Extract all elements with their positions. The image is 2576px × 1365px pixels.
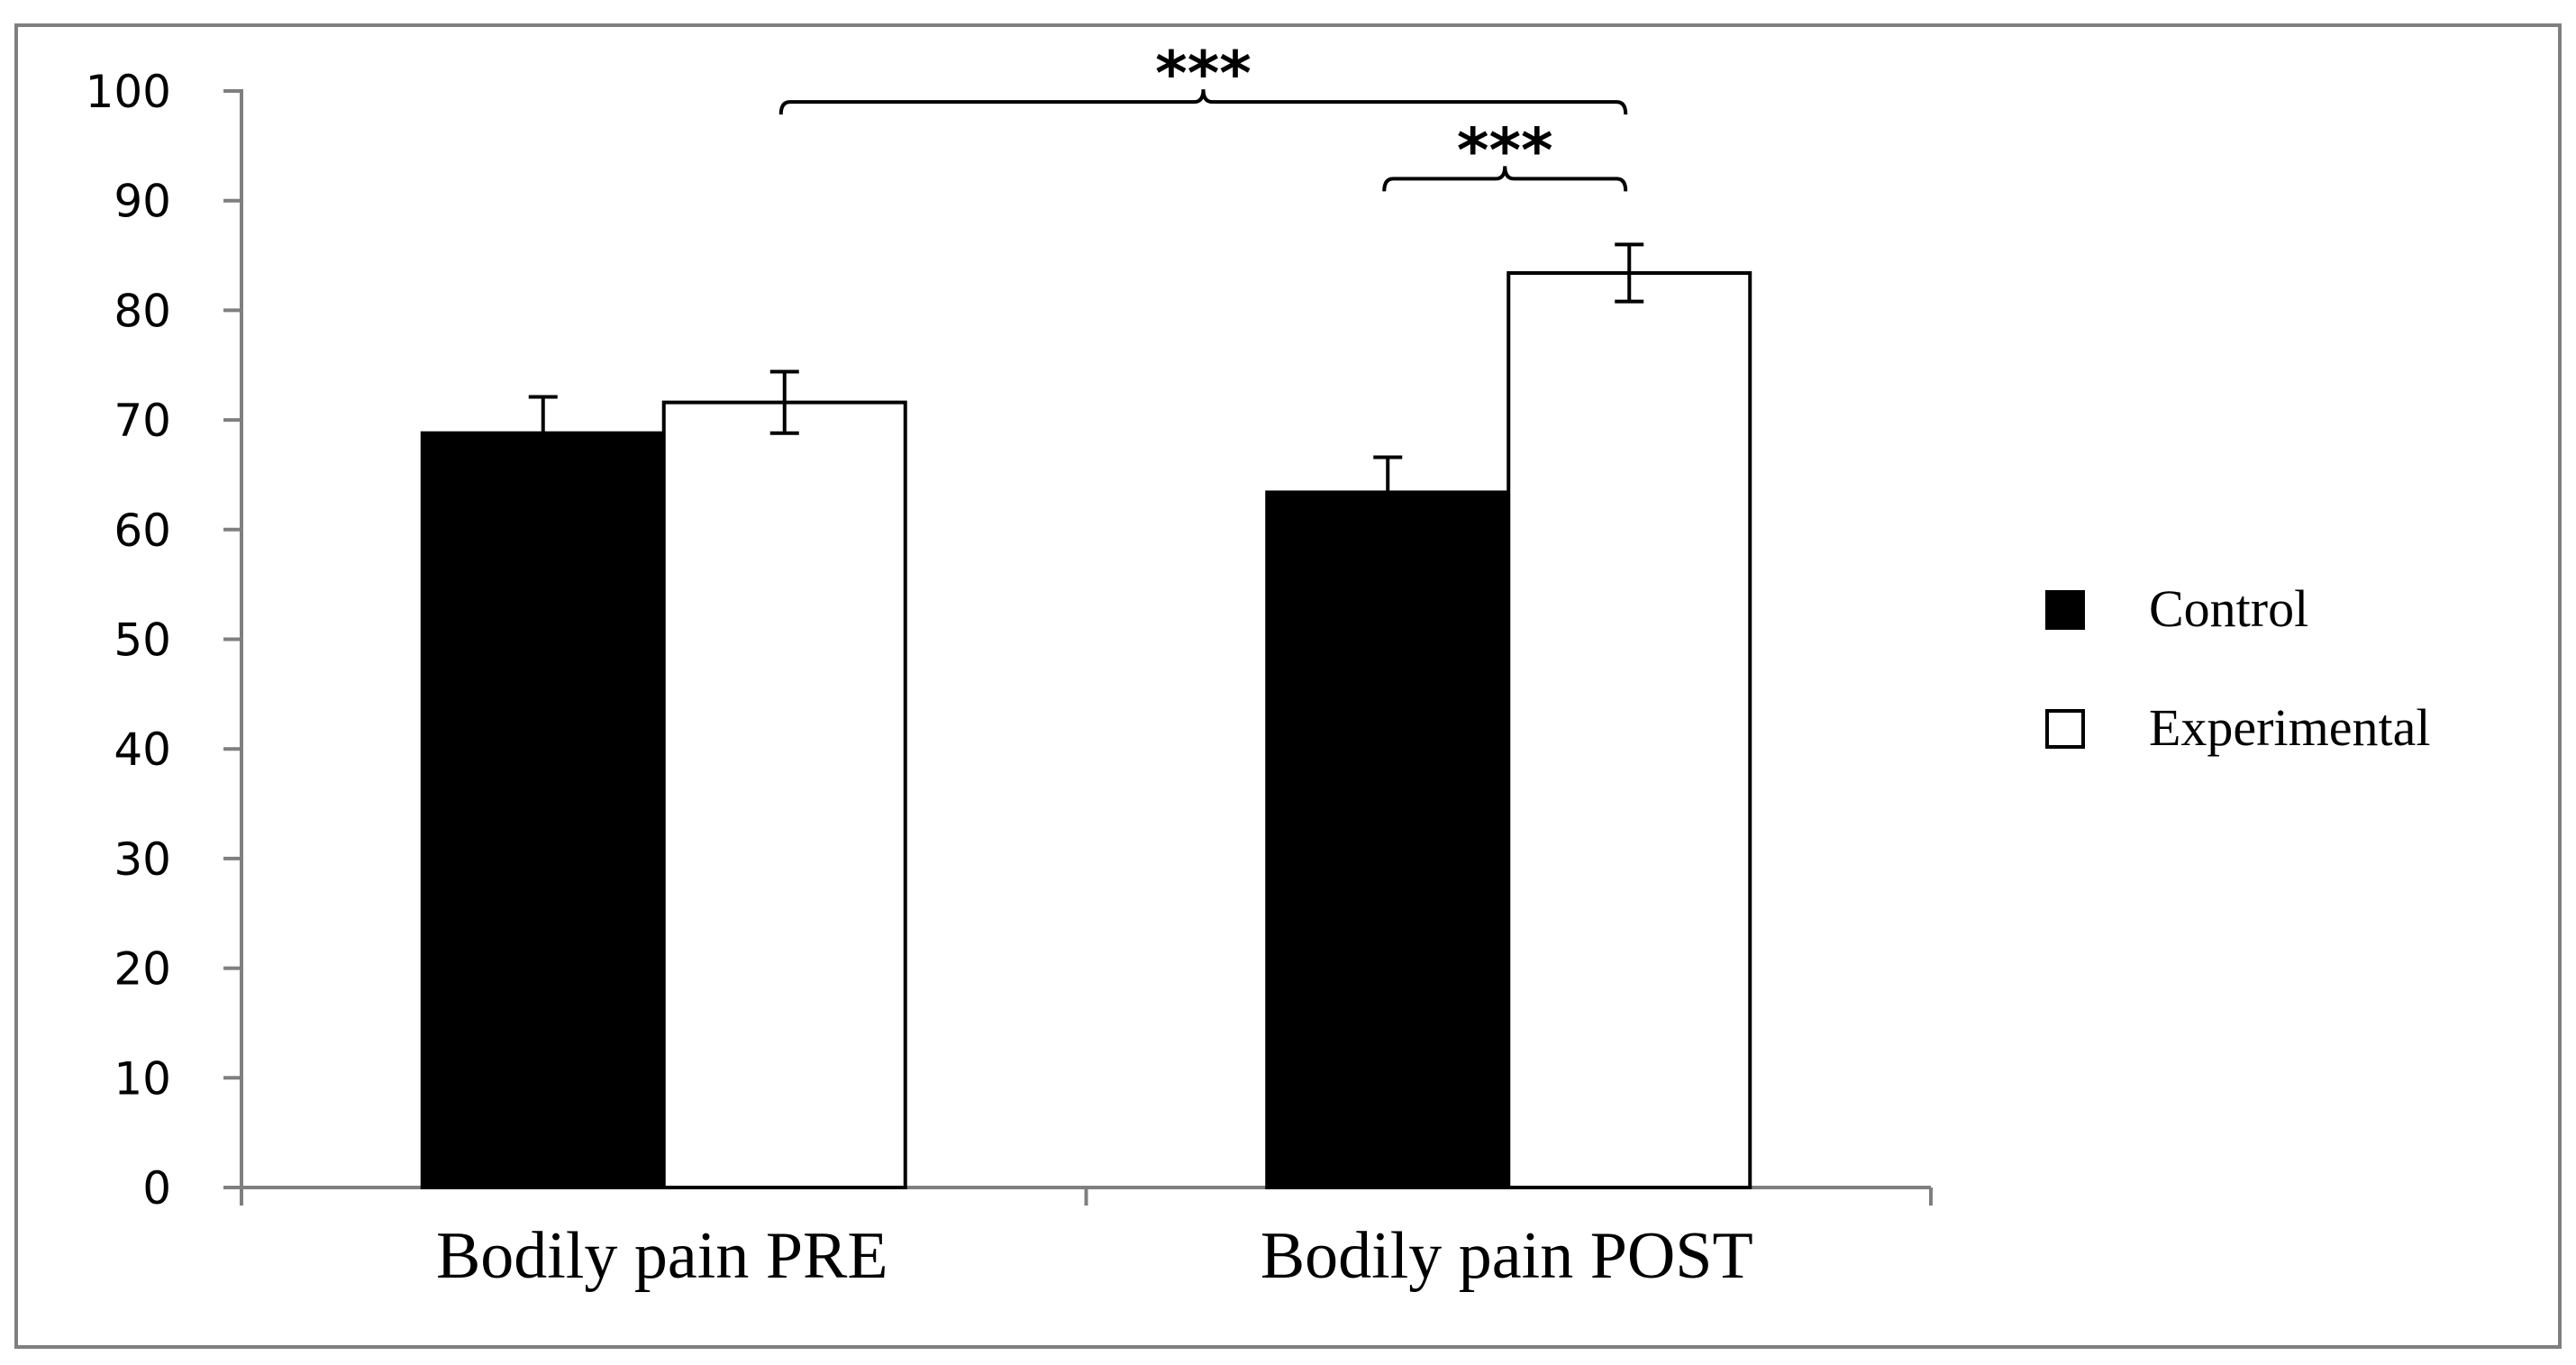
- significance-brackets: *** ***: [778, 39, 1628, 192]
- bar-control-post: [1265, 490, 1511, 1189]
- y-tick-label: 90: [114, 176, 171, 228]
- significance-bracket: [1382, 166, 1628, 192]
- bar-experimental-post: [1506, 271, 1752, 1190]
- legend-swatch-experimental: [2045, 709, 2085, 749]
- legend-swatch-control: [2045, 590, 2085, 630]
- y-tick-label: 70: [114, 395, 171, 447]
- y-tick-label: 50: [114, 614, 171, 667]
- significance-bracket: [778, 89, 1628, 115]
- error-bars: [528, 242, 1644, 493]
- y-tick-label: 20: [114, 943, 171, 996]
- bar-control-pre: [420, 431, 666, 1190]
- bars: [420, 271, 1752, 1190]
- y-tick-label: 0: [142, 1162, 171, 1215]
- y-tick-label: 30: [114, 833, 171, 886]
- significance-label: ***: [1155, 39, 1252, 110]
- y-tick-label: 10: [114, 1052, 171, 1105]
- bar-experimental-pre: [661, 400, 907, 1189]
- y-tick-label: 40: [114, 723, 171, 776]
- legend-label-experimental: Experimental: [2149, 698, 2430, 757]
- y-tick-label: 80: [114, 285, 171, 337]
- legend-label-control: Control: [2149, 579, 2308, 638]
- y-tick-label: 100: [86, 66, 171, 118]
- y-axis: 0 10 20 30 40 50 60 70 80 90 100: [86, 66, 243, 1215]
- y-tick-label: 60: [114, 505, 171, 557]
- x-category-label: Bodily pain PRE: [436, 1219, 888, 1293]
- legend: Control Experimental: [2045, 579, 2430, 757]
- significance-label: ***: [1457, 115, 1553, 187]
- x-category-label: Bodily pain POST: [1261, 1219, 1753, 1293]
